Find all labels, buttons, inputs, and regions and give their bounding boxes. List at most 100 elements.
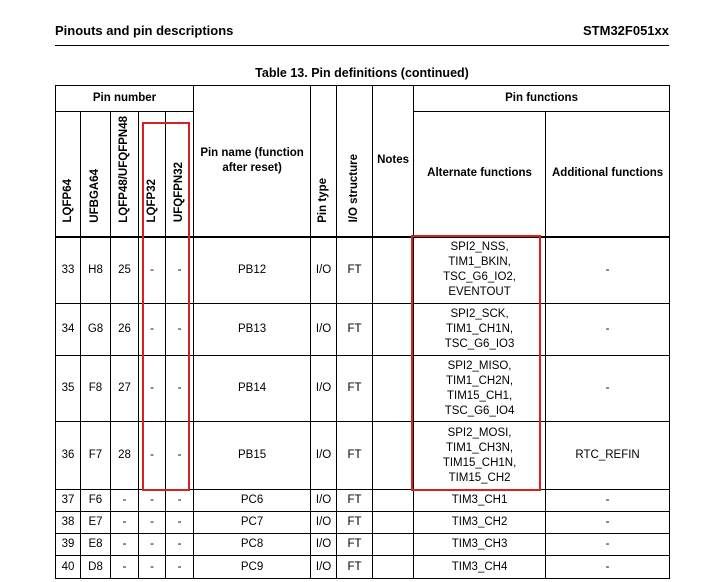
table-row: 36 F7 28- - PB15 I/O FT SPI2_MOSI, TIM1_CH3N, TIM… (55, 421, 671, 490)
header-row: Pin number Pin name (function after reset… (54, 85, 671, 238)
notes-cell (372, 555, 415, 579)
group-header: Pin functions (413, 85, 671, 112)
column-header-text: I/O structure (348, 154, 361, 223)
cell: I/O (310, 236, 338, 304)
additional-functions: - (545, 511, 671, 534)
cell: FT (336, 533, 374, 556)
column-header: LQFP64 (55, 111, 81, 238)
cell: 36 (55, 421, 81, 490)
notes-cell (372, 355, 415, 422)
function-line: TSC_G6_IO3 (444, 338, 515, 350)
cell: FT (336, 555, 374, 579)
cell: E7 (80, 511, 111, 534)
cell: - (164, 511, 195, 534)
function-line: TIM3_CH4 (451, 560, 508, 573)
cell: - (164, 533, 195, 556)
function-line: SPI2_MOSI, (447, 426, 512, 439)
cell: 28 (110, 421, 139, 490)
table-row: 35 F8 27- - PB14 I/O FT SPI2_MISO, TIM1_CH2N, TIM… (55, 355, 671, 422)
cell: F8 (80, 355, 111, 422)
function-line: TIM3_CH2 (451, 516, 508, 528)
cell: 38 (55, 511, 81, 534)
notes-cell (372, 511, 415, 534)
notes-cell (372, 303, 415, 356)
cell: 39 (55, 533, 81, 556)
cell: 40 (55, 555, 81, 579)
column-header: UFBGA64 (80, 111, 111, 238)
cell: PC8 (193, 533, 312, 556)
notes-cell (372, 421, 415, 490)
cell: D8 (80, 555, 111, 579)
function-line: TIM1_CH3N, (446, 441, 514, 454)
function-line: TSC_G6_IO4 (444, 404, 515, 417)
cell: F6 (80, 489, 111, 512)
table-row: 39 E8- - - PC8 I/O FT TIM3_CH3- (55, 533, 671, 556)
cell: FT (336, 511, 374, 534)
highlight-box (142, 122, 190, 491)
cell: I/O (310, 355, 338, 422)
notes-cell (372, 533, 415, 556)
cell: I/O (310, 489, 338, 512)
cell: - (164, 555, 195, 579)
column-header: Alternate functions (413, 111, 547, 238)
cell: 25 (110, 236, 139, 304)
cell: FT (336, 236, 374, 304)
function-line: TIM15_CH1N, (442, 456, 517, 469)
cell: - (138, 533, 166, 556)
cell: I/O (310, 555, 338, 579)
function-line: TIM3_CH3 (451, 538, 508, 550)
function-line: TSC_G6_IO2, (443, 271, 516, 284)
cell: I/O (310, 421, 338, 490)
header-row: LQFP64 UFBGA64 LQFP48/UFQFPN48 LQFP32 UFQFPN… (55, 111, 671, 238)
function-line: TIM1_BKIN, (448, 256, 511, 269)
column-header: Additional functions (545, 111, 671, 238)
cell: - (164, 489, 195, 512)
cell: PB12 (193, 236, 312, 304)
cell: 33 (55, 236, 81, 304)
alternate-functions: SPI2_MISO, TIM1_CH2N, TIM15_CH1, TSC_G6_IO4 (413, 355, 547, 422)
cell: I/O (310, 533, 338, 556)
column-header: Pin type (310, 85, 338, 238)
alternate-functions: TIM3_CH2 (413, 511, 547, 534)
function-line: TIM15_CH2 (448, 471, 511, 484)
cell: F7 (80, 421, 111, 490)
table-caption: Table 13. Pin definitions (continued) (255, 66, 469, 80)
additional-functions: - (545, 355, 671, 422)
function-line: TIM1_CH2N, (446, 374, 514, 387)
pin-table: Pin number Pin name (function after reset… (54, 85, 671, 579)
cell: PB14 (193, 355, 312, 422)
table-row: 40 D8- - - PC9 I/O FT TIM3_CH4- (55, 555, 671, 579)
table-row: 34 G8 26- - PB13 I/O FT SPI2_SCK, TIM1_CH1N, TSC_… (55, 303, 671, 356)
document-id: STM32F051xx (583, 23, 669, 38)
notes-cell (372, 489, 415, 512)
cell: 27 (110, 355, 139, 422)
cell: PC9 (193, 555, 312, 579)
function-line: EVENTOUT (448, 286, 511, 299)
notes-cell (372, 236, 415, 304)
additional-functions: - (545, 236, 671, 304)
cell: - (110, 555, 139, 579)
cell: 35 (55, 355, 81, 422)
alternate-functions: TIM3_CH4 (413, 555, 547, 579)
function-line: SPI2_SCK, (450, 308, 509, 320)
function-line: TIM1_CH1N, (446, 323, 514, 335)
alternate-functions: SPI2_SCK, TIM1_CH1N, TSC_G6_IO3 (413, 303, 547, 356)
cell: 37 (55, 489, 81, 512)
section-title: Pinouts and pin descriptions (55, 23, 234, 38)
additional-functions: - (545, 533, 671, 556)
cell: I/O (310, 303, 338, 356)
cell: FT (336, 355, 374, 422)
cell: PC6 (193, 489, 312, 512)
cell: - (110, 489, 139, 512)
cell: PC7 (193, 511, 312, 534)
cell: FT (336, 489, 374, 512)
additional-functions: - (545, 489, 671, 512)
table-row: 38 E7- - - PC7 I/O FT TIM3_CH2- (55, 511, 671, 534)
cell: FT (336, 303, 374, 356)
column-header: I/O structure (336, 85, 374, 238)
cell: G8 (80, 303, 111, 356)
alternate-functions: TIM3_CH1 (413, 489, 547, 512)
cell: FT (336, 421, 374, 490)
additional-functions: RTC_REFIN (545, 421, 671, 490)
